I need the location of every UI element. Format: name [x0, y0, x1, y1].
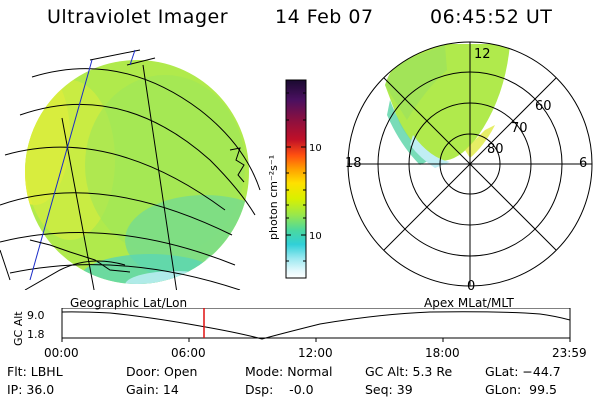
- date-label: 14 Feb 07: [275, 6, 374, 28]
- mlat-label-80: 80: [487, 142, 504, 157]
- apex-title: Apex MLat/MLT: [424, 296, 514, 310]
- ip-info: IP: 36.0: [7, 382, 55, 397]
- time-label: 06:45:52 UT: [430, 6, 553, 28]
- door-info: Door: Open: [126, 364, 198, 379]
- gain-info: Gain: 14: [126, 382, 179, 397]
- glon-info: GLon: 99.5: [485, 382, 557, 397]
- mlt-label-0: 0: [467, 279, 475, 294]
- glat-info: GLat: −44.7: [485, 364, 561, 379]
- seq-info: Seq: 39: [365, 382, 413, 397]
- polar-mlat-mlt-plot: 12 18 6 0 60 70 80: [345, 41, 593, 294]
- colorbar-tick-100: 100: [309, 143, 322, 154]
- x-tick-1800: 18:00: [425, 346, 460, 360]
- geographic-title: Geographic Lat/Lon: [70, 296, 188, 310]
- geographic-grid: [0, 49, 261, 290]
- filter-info: Flt: LBHL: [7, 364, 63, 379]
- timeline-axis-label: GC Alt: [12, 311, 25, 346]
- x-tick-0600: 06:00: [171, 346, 206, 360]
- y-tick-top: 9.0: [27, 309, 45, 322]
- altitude-curve: [61, 311, 571, 340]
- instrument-title: Ultraviolet Imager: [47, 6, 229, 28]
- mlat-label-60: 60: [535, 99, 552, 114]
- mlat-label-70: 70: [511, 121, 528, 136]
- x-tick-0000: 00:00: [44, 346, 79, 360]
- x-tick-2359: 23:59: [552, 346, 587, 360]
- mlt-label-12: 12: [474, 47, 491, 62]
- colorbar-units-label: photon cm⁻²s⁻¹: [267, 155, 280, 240]
- x-tick-1200: 12:00: [298, 346, 333, 360]
- mode-info: Mode: Normal: [245, 364, 333, 379]
- y-tick-bottom: 1.8: [27, 328, 45, 341]
- dsp-info: Dsp: -0.0: [245, 382, 314, 397]
- intensity-colorbar: 100 10 photon cm⁻²s⁻¹: [267, 79, 322, 279]
- gc-alt-info: GC Alt: 5.3 Re: [365, 364, 453, 379]
- colorbar-tick-10: 10: [309, 231, 322, 242]
- polar-grid: [347, 41, 593, 287]
- gc-altitude-timeline: GC Alt 9.0 1.8 00:00 06:00 12:00 18:00 2…: [12, 308, 587, 360]
- mlt-label-6: 6: [579, 156, 587, 171]
- mlt-label-18: 18: [345, 156, 362, 171]
- earth-disk-image: [0, 49, 261, 290]
